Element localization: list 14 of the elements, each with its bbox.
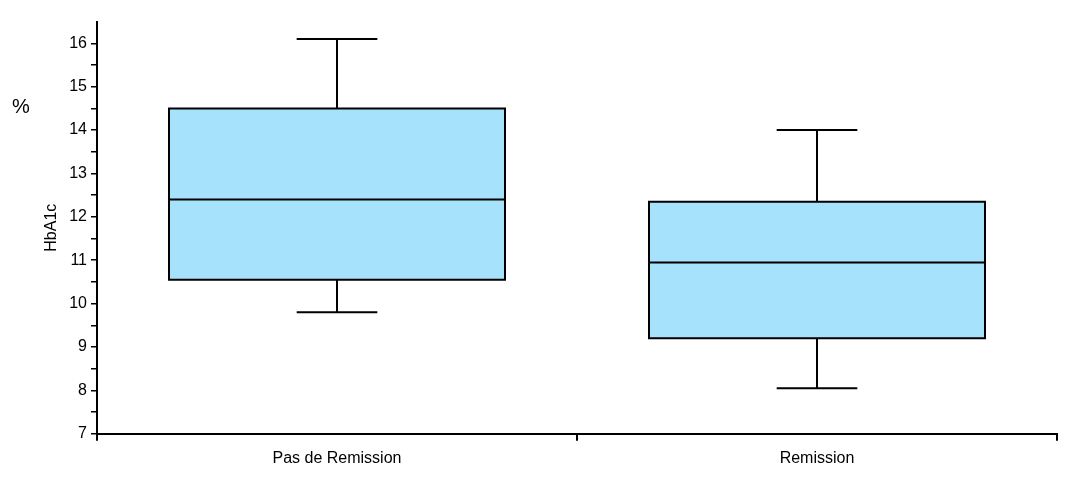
y-tick-label: 9 (78, 337, 88, 355)
x-tick-label: Remission (779, 448, 855, 466)
y-tick-label: 8 (78, 380, 88, 398)
y-tick-label: 15 (69, 77, 88, 95)
y-tick-label: 12 (69, 207, 88, 225)
y-axis-title: HbA1c (42, 203, 60, 252)
y-tick-label: 7 (78, 424, 88, 442)
y-tick-label: 16 (69, 33, 88, 51)
y-tick-label: 14 (69, 120, 88, 138)
y-tick-label: 10 (69, 294, 88, 312)
text: % (12, 95, 30, 118)
y-tick-label: 11 (70, 250, 88, 268)
x-tick-label: Pas de Remission (272, 448, 402, 466)
y-tick-label: 13 (69, 163, 88, 181)
